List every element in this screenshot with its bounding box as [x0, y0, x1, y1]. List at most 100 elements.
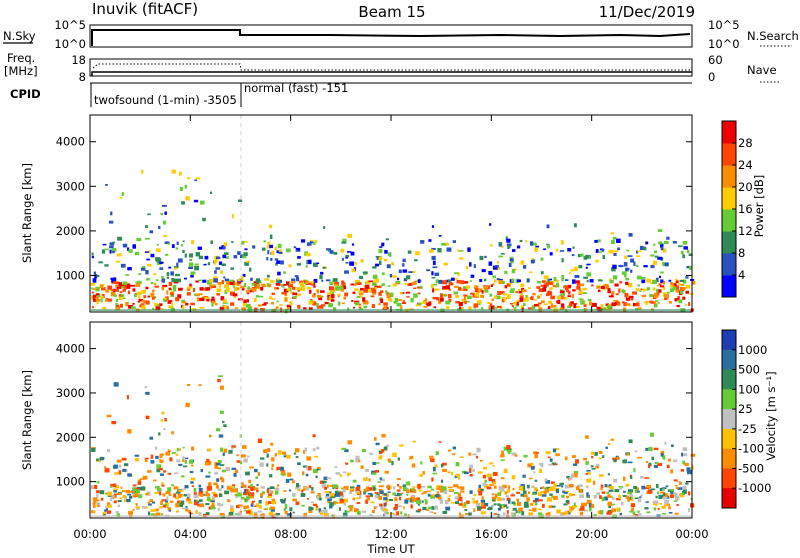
echo-cell — [589, 279, 594, 283]
echo-cell — [297, 289, 300, 292]
echo-cell — [156, 248, 161, 252]
echo-cell — [363, 305, 368, 309]
echo-cell — [493, 503, 497, 506]
echo-cell — [455, 301, 460, 304]
colorbar-tick-label: 24 — [738, 158, 753, 172]
echo-cell — [541, 486, 545, 489]
nsky-panel — [89, 24, 693, 48]
echo-cell — [291, 278, 296, 283]
echo-cell — [212, 284, 216, 287]
echo-cell — [145, 237, 150, 240]
echo-cell — [296, 263, 301, 266]
echo-cell — [219, 246, 222, 250]
echo-cell — [147, 511, 151, 516]
echo-cell — [354, 280, 360, 283]
echo-cell — [271, 467, 274, 470]
echo-cell — [249, 267, 252, 272]
echo-cell — [90, 282, 96, 286]
echo-cell — [454, 484, 459, 487]
echo-cell — [607, 288, 611, 292]
echo-cell — [211, 302, 214, 307]
echo-cell — [104, 506, 108, 508]
echo-cell — [356, 497, 360, 500]
colorbar-swatch — [722, 209, 736, 232]
echo-cell — [660, 246, 664, 251]
echo-cell — [383, 493, 388, 496]
echo-cell — [206, 486, 212, 491]
echo-cell — [458, 257, 464, 260]
echo-cell — [224, 252, 229, 255]
echo-cell — [306, 466, 309, 471]
echo-cell — [105, 183, 108, 186]
echo-cell — [566, 289, 570, 293]
echo-cell — [602, 455, 605, 459]
echo-cell — [650, 264, 655, 269]
echo-cell — [350, 459, 354, 463]
echo-cell — [567, 290, 571, 295]
echo-cell — [160, 513, 164, 516]
echo-cell — [419, 474, 423, 477]
echo-cell — [328, 302, 333, 308]
echo-cell — [364, 488, 369, 492]
echo-cell — [436, 491, 440, 494]
x-tick-label: 12:00 — [374, 527, 407, 541]
echo-cell — [271, 292, 276, 295]
echo-cell — [564, 279, 569, 282]
x-tick-label: 16:00 — [475, 527, 508, 541]
echo-cell — [469, 262, 472, 267]
echo-cell — [118, 282, 123, 287]
echo-cell — [474, 288, 479, 293]
echo-cell — [343, 296, 347, 300]
echo-cell — [156, 464, 162, 469]
echo-cell — [332, 484, 338, 489]
echo-cell — [132, 484, 137, 487]
echo-cell — [440, 463, 444, 468]
echo-cell — [320, 271, 324, 275]
echo-cell — [663, 240, 669, 245]
echo-cell — [213, 482, 218, 486]
echo-cell — [366, 486, 370, 490]
echo-cell — [241, 254, 247, 259]
echo-cell — [332, 307, 337, 311]
echo-cell — [356, 282, 362, 285]
echo-cell — [358, 308, 363, 310]
echo-cell — [457, 492, 462, 497]
echo-cell — [221, 469, 226, 473]
echo-cell — [292, 480, 295, 484]
echo-cell — [205, 503, 210, 506]
echo-cell — [678, 481, 683, 485]
echo-cell — [254, 468, 258, 473]
echo-cell — [200, 200, 205, 205]
echo-cell — [653, 507, 657, 511]
echo-cell — [435, 279, 439, 284]
echo-cell — [261, 284, 267, 288]
echo-cell — [402, 258, 406, 262]
echo-cell — [535, 452, 540, 454]
echo-cell — [616, 498, 621, 501]
echo-cell — [673, 500, 678, 502]
echo-cell — [312, 301, 317, 306]
echo-cell — [284, 297, 288, 302]
echo-cell — [385, 290, 388, 295]
echo-cell — [434, 506, 439, 510]
echo-cell — [516, 498, 520, 502]
echo-cell — [500, 459, 505, 461]
echo-cell — [523, 302, 526, 307]
echo-cell — [198, 384, 202, 387]
echo-cell — [589, 507, 592, 512]
echo-cell — [175, 247, 179, 250]
echo-cell — [599, 251, 603, 253]
echo-cell — [188, 262, 194, 267]
echo-cell — [661, 505, 666, 509]
echo-cell — [195, 509, 198, 515]
echo-cell — [653, 500, 659, 504]
echo-cell — [644, 507, 649, 510]
colorbar-swatch — [722, 165, 736, 188]
echo-cell — [543, 275, 549, 280]
echo-cell — [572, 246, 575, 249]
echo-cell — [316, 446, 320, 450]
echo-cell — [497, 497, 502, 502]
echo-cell — [266, 245, 271, 249]
